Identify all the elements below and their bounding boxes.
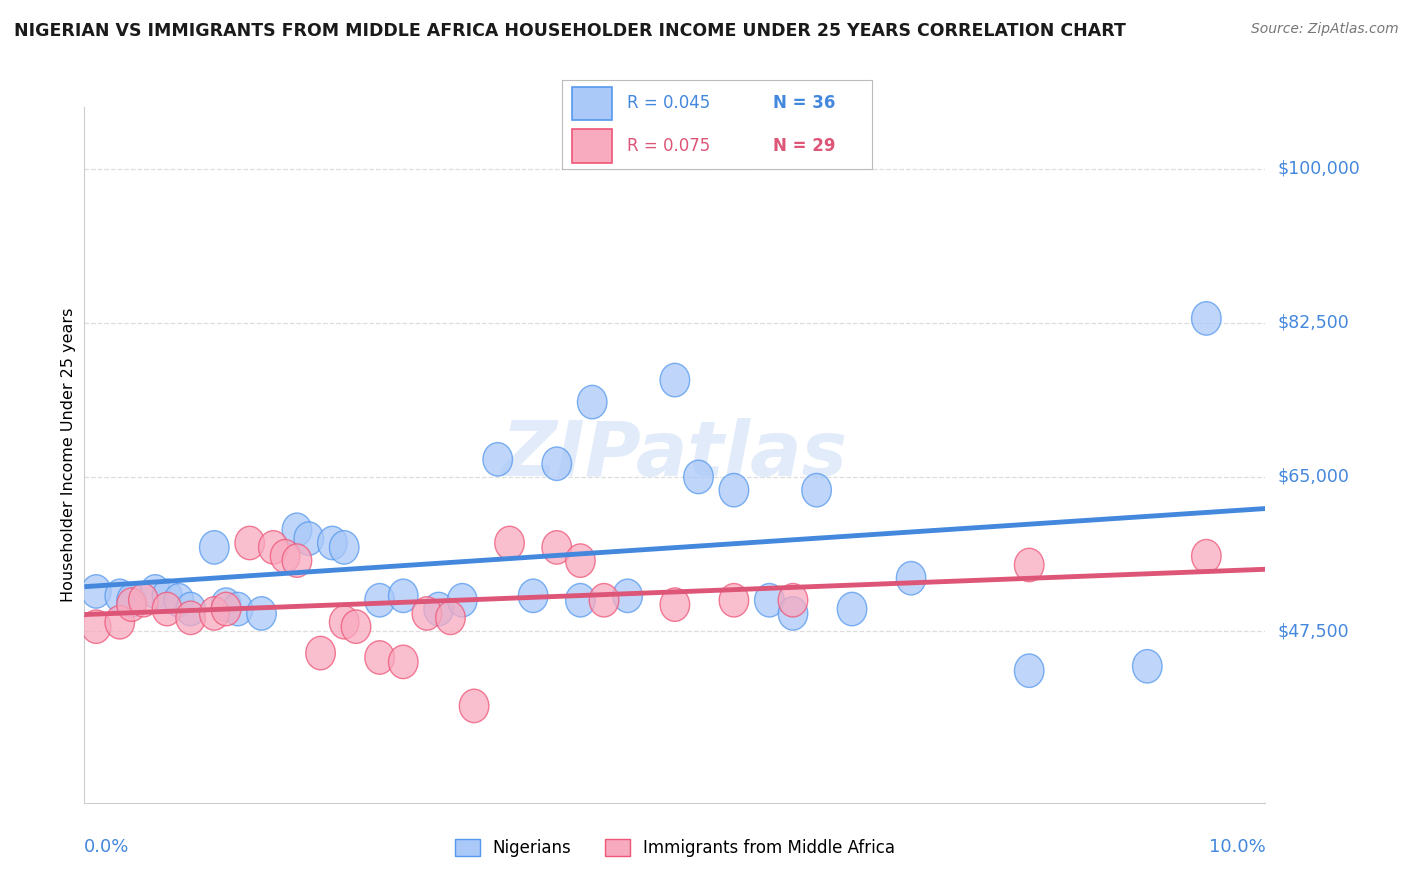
Text: R = 0.075: R = 0.075 bbox=[627, 137, 710, 155]
Ellipse shape bbox=[495, 526, 524, 559]
Text: $100,000: $100,000 bbox=[1277, 160, 1360, 178]
Ellipse shape bbox=[176, 592, 205, 626]
Ellipse shape bbox=[755, 583, 785, 617]
Ellipse shape bbox=[388, 579, 418, 613]
Ellipse shape bbox=[1192, 540, 1220, 573]
Ellipse shape bbox=[211, 588, 240, 622]
Ellipse shape bbox=[283, 544, 312, 577]
Text: ZIPatlas: ZIPatlas bbox=[502, 418, 848, 491]
Ellipse shape bbox=[318, 526, 347, 559]
Ellipse shape bbox=[224, 592, 253, 626]
Ellipse shape bbox=[436, 601, 465, 634]
Ellipse shape bbox=[366, 583, 394, 617]
Ellipse shape bbox=[82, 610, 111, 643]
Ellipse shape bbox=[897, 561, 927, 595]
Ellipse shape bbox=[342, 610, 371, 643]
Ellipse shape bbox=[307, 636, 335, 670]
Ellipse shape bbox=[801, 474, 831, 507]
Ellipse shape bbox=[283, 513, 312, 547]
Ellipse shape bbox=[718, 583, 749, 617]
Text: N = 29: N = 29 bbox=[773, 137, 835, 155]
Ellipse shape bbox=[661, 588, 690, 622]
Text: 0.0%: 0.0% bbox=[84, 838, 129, 856]
Ellipse shape bbox=[1015, 654, 1043, 688]
FancyBboxPatch shape bbox=[572, 129, 612, 163]
Ellipse shape bbox=[425, 592, 453, 626]
Ellipse shape bbox=[141, 574, 170, 608]
FancyBboxPatch shape bbox=[572, 87, 612, 120]
Legend: Nigerians, Immigrants from Middle Africa: Nigerians, Immigrants from Middle Africa bbox=[449, 832, 901, 864]
Ellipse shape bbox=[152, 592, 181, 626]
Ellipse shape bbox=[329, 606, 359, 639]
Ellipse shape bbox=[838, 592, 866, 626]
Text: $47,500: $47,500 bbox=[1277, 622, 1348, 640]
Ellipse shape bbox=[1133, 649, 1161, 683]
Ellipse shape bbox=[661, 363, 690, 397]
Ellipse shape bbox=[105, 579, 135, 613]
Ellipse shape bbox=[294, 522, 323, 556]
Ellipse shape bbox=[176, 601, 205, 634]
Ellipse shape bbox=[200, 531, 229, 564]
Text: NIGERIAN VS IMMIGRANTS FROM MIDDLE AFRICA HOUSEHOLDER INCOME UNDER 25 YEARS CORR: NIGERIAN VS IMMIGRANTS FROM MIDDLE AFRIC… bbox=[14, 22, 1126, 40]
Ellipse shape bbox=[105, 606, 135, 639]
Ellipse shape bbox=[259, 531, 288, 564]
Ellipse shape bbox=[200, 597, 229, 630]
Ellipse shape bbox=[129, 583, 159, 617]
Ellipse shape bbox=[460, 690, 489, 723]
Ellipse shape bbox=[1015, 549, 1043, 582]
Ellipse shape bbox=[578, 385, 607, 419]
Ellipse shape bbox=[718, 474, 749, 507]
Ellipse shape bbox=[235, 526, 264, 559]
Text: R = 0.045: R = 0.045 bbox=[627, 95, 710, 112]
Ellipse shape bbox=[447, 583, 477, 617]
Ellipse shape bbox=[152, 579, 181, 613]
Ellipse shape bbox=[117, 583, 146, 617]
Ellipse shape bbox=[165, 583, 194, 617]
Text: 10.0%: 10.0% bbox=[1209, 838, 1265, 856]
Ellipse shape bbox=[117, 588, 146, 622]
Text: N = 36: N = 36 bbox=[773, 95, 835, 112]
Ellipse shape bbox=[412, 597, 441, 630]
Ellipse shape bbox=[484, 442, 513, 476]
Ellipse shape bbox=[1192, 301, 1220, 335]
Ellipse shape bbox=[541, 531, 571, 564]
Text: Source: ZipAtlas.com: Source: ZipAtlas.com bbox=[1251, 22, 1399, 37]
Ellipse shape bbox=[779, 583, 807, 617]
Ellipse shape bbox=[589, 583, 619, 617]
Ellipse shape bbox=[329, 531, 359, 564]
Ellipse shape bbox=[683, 460, 713, 493]
Ellipse shape bbox=[779, 597, 807, 630]
Text: $82,500: $82,500 bbox=[1277, 314, 1348, 332]
Ellipse shape bbox=[565, 544, 595, 577]
Text: $65,000: $65,000 bbox=[1277, 468, 1350, 486]
Ellipse shape bbox=[82, 574, 111, 608]
Y-axis label: Householder Income Under 25 years: Householder Income Under 25 years bbox=[60, 308, 76, 602]
Ellipse shape bbox=[541, 447, 571, 481]
Ellipse shape bbox=[270, 540, 299, 573]
Ellipse shape bbox=[565, 583, 595, 617]
Ellipse shape bbox=[613, 579, 643, 613]
Ellipse shape bbox=[211, 592, 240, 626]
Ellipse shape bbox=[366, 640, 394, 674]
Ellipse shape bbox=[247, 597, 276, 630]
Ellipse shape bbox=[388, 645, 418, 679]
Ellipse shape bbox=[519, 579, 548, 613]
